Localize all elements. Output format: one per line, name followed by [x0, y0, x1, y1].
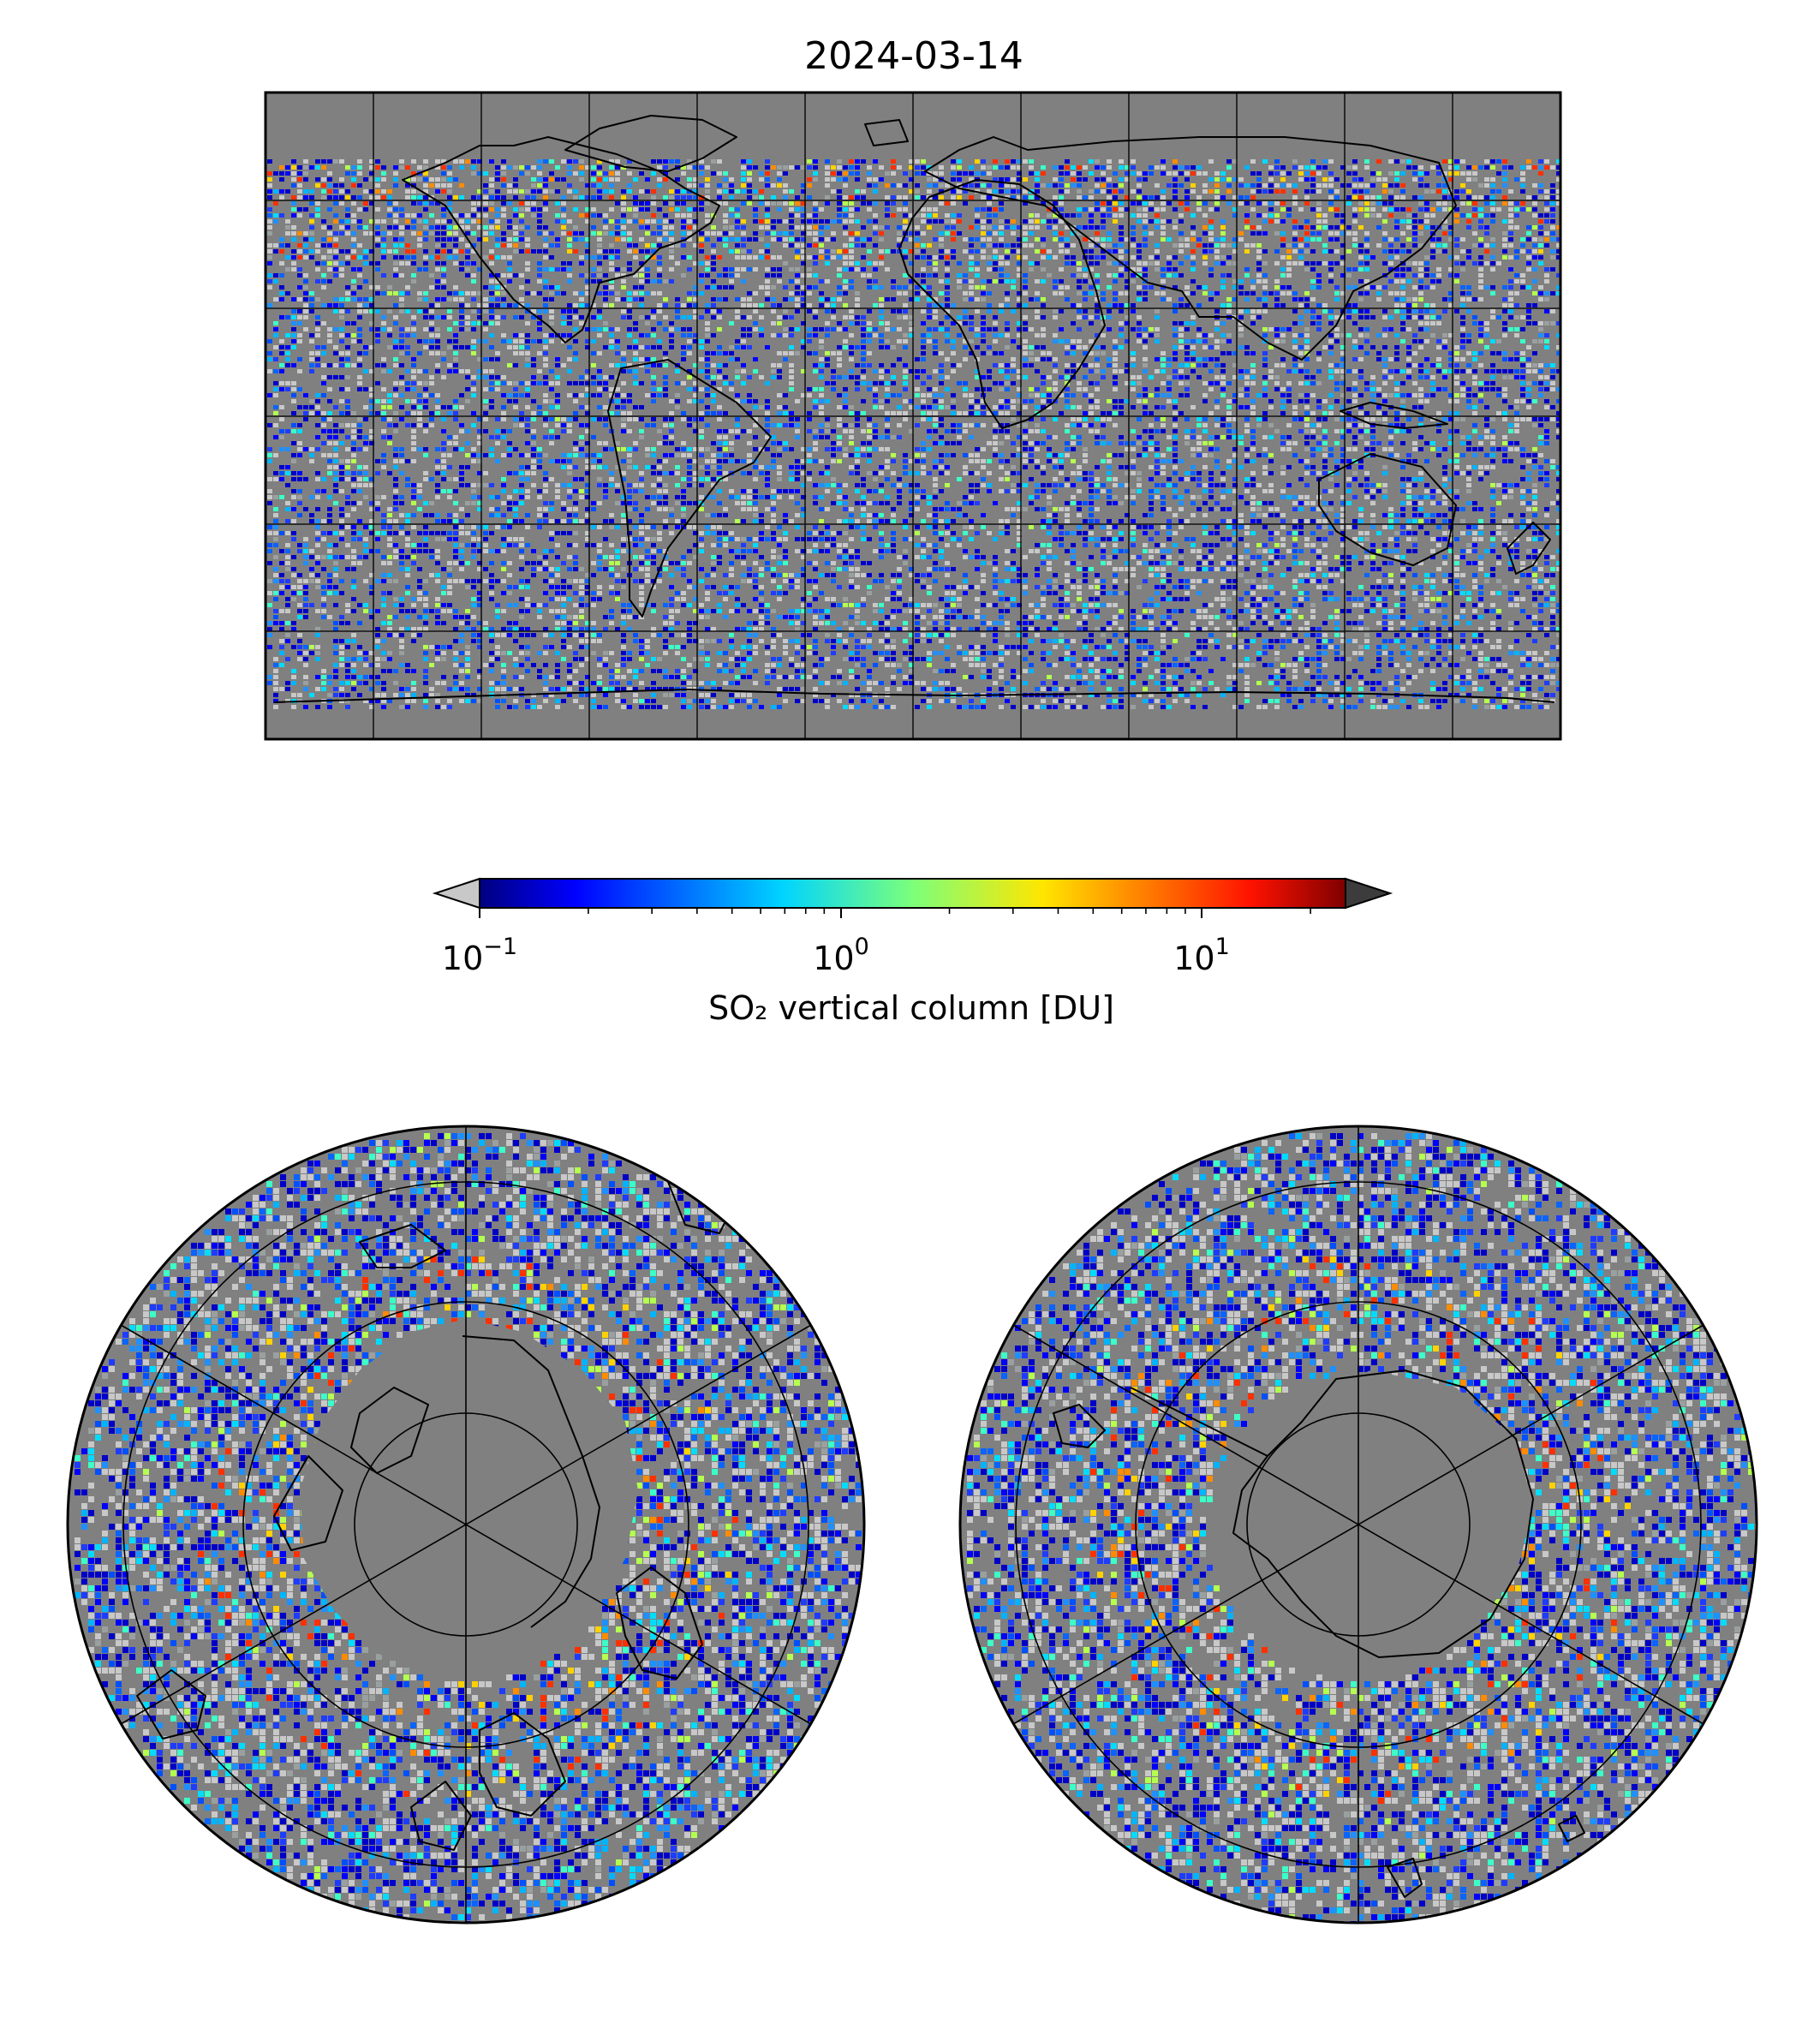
global-map: [264, 91, 1562, 741]
colorbar-over-extension: [1345, 877, 1393, 910]
north-polar-no-data-cap: [300, 1319, 638, 1674]
south-polar-map-data-pixels: [967, 1133, 1757, 1923]
north-polar-map-coastlines: [136, 1164, 737, 1851]
colorbar-minor-ticks: [588, 908, 1311, 914]
colorbar-label: SO₂ vertical column [DU]: [708, 989, 1114, 1027]
colorbar-gradient: [479, 878, 1346, 909]
colorbar-under-extension: [432, 877, 480, 910]
global-map-gridlines: [266, 92, 1560, 739]
north-polar-map-frame: [66, 1125, 866, 1925]
colorbar-major-ticks: [479, 908, 1202, 918]
north-polar-map: [66, 1125, 866, 1925]
south-polar-map-frame: [958, 1125, 1758, 1925]
colorbar: 10−1 100 101 SO₂ vertical column [DU]: [432, 877, 1393, 1027]
south-polar-map: [958, 1125, 1758, 1925]
south-polar-map-coastlines: [1053, 1370, 1585, 1898]
figure-title: 2024-03-14: [804, 34, 1023, 78]
south-polar-map-gridlines: [1012, 1126, 1704, 1923]
colorbar-tick-label-2: 101: [1173, 934, 1230, 977]
global-map-frame: [264, 91, 1562, 741]
colorbar-tick-label-1: 100: [813, 934, 869, 977]
north-polar-map-gridlines: [120, 1126, 812, 1923]
global-map-coastlines: [273, 115, 1555, 703]
colorbar-tick-label-0: 10−1: [442, 934, 517, 977]
